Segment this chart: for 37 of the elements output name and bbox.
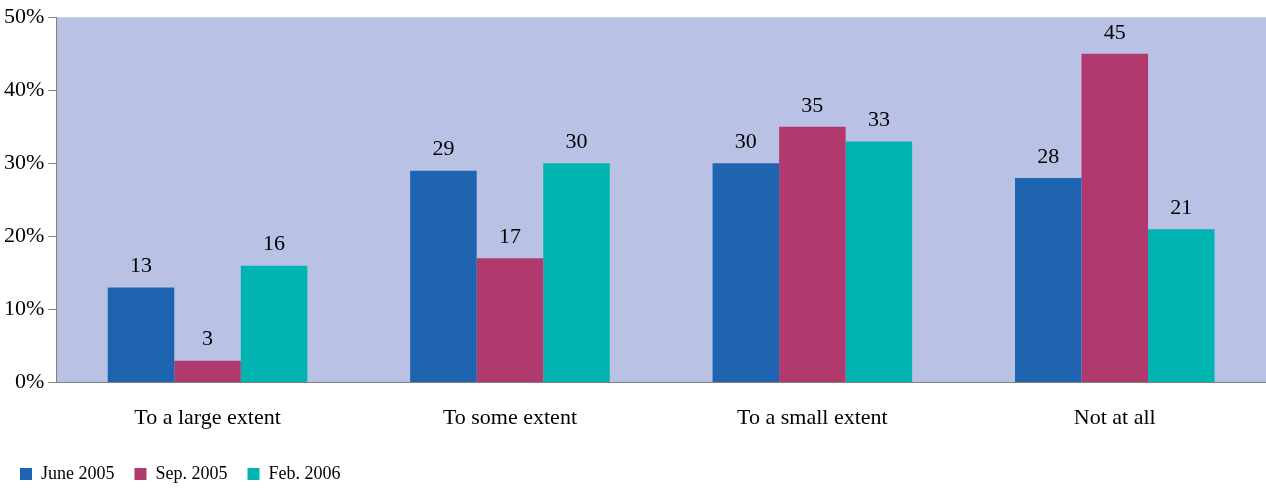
- data-label: 35: [801, 91, 824, 117]
- y-tick-label: 10%: [4, 295, 45, 321]
- x-tick-label: To a small extent: [737, 403, 888, 429]
- legend-label: Sep. 2005: [155, 462, 228, 483]
- data-label: 29: [432, 135, 455, 161]
- bar: [1081, 53, 1149, 383]
- data-label: 3: [202, 325, 214, 351]
- y-tick-label: 50%: [4, 2, 45, 28]
- bar: [845, 141, 913, 383]
- bar: [779, 126, 846, 383]
- bar: [107, 287, 175, 383]
- data-label: 17: [498, 223, 521, 249]
- data-label: 45: [1103, 18, 1126, 44]
- data-label: 28: [1037, 142, 1060, 168]
- x-tick-label: To a large extent: [134, 403, 281, 429]
- bar: [1148, 229, 1215, 383]
- bar: [174, 360, 241, 383]
- bar: [240, 265, 308, 383]
- x-tick-label: Not at all: [1073, 403, 1156, 429]
- bar: [712, 163, 780, 383]
- legend-label: June 2005: [41, 462, 115, 483]
- bar: [1014, 177, 1082, 383]
- y-tick-label: 20%: [4, 222, 45, 248]
- bar: [410, 170, 477, 383]
- data-label: 33: [867, 106, 890, 132]
- y-tick-label: 40%: [4, 76, 45, 102]
- data-label: 30: [734, 128, 757, 154]
- bar: [476, 258, 544, 383]
- legend-label: Feb. 2006: [268, 462, 341, 483]
- y-tick-label: 30%: [4, 149, 45, 175]
- y-tick-label: 0%: [15, 368, 45, 394]
- x-tick-label: To some extent: [442, 403, 578, 429]
- data-label: 16: [263, 230, 286, 256]
- data-label: 21: [1170, 193, 1193, 219]
- data-label: 13: [130, 252, 152, 278]
- data-label: 30: [565, 128, 588, 154]
- bar: [543, 163, 610, 383]
